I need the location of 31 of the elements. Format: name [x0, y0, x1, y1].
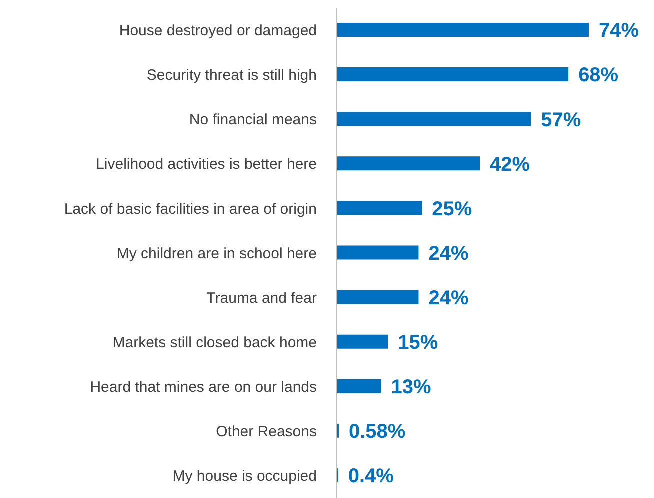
- data-label: 25%: [432, 198, 472, 220]
- y-tick-label: Markets still closed back home: [112, 334, 317, 352]
- y-tick-label: Livelihood activities is better here: [96, 156, 317, 174]
- bar: [337, 334, 388, 349]
- bar: [337, 112, 532, 126]
- data-label: 0.4%: [348, 466, 394, 488]
- data-label: 15%: [398, 332, 438, 354]
- y-tick-label: Security threat is still high: [146, 67, 317, 84]
- y-tick-label: Lack of basic facilities in area of origin: [64, 200, 317, 218]
- y-tick-label: My house is occupied: [172, 468, 317, 486]
- y-tick-label: No financial means: [189, 112, 317, 129]
- data-label: 57%: [541, 109, 582, 132]
- data-label: 13%: [391, 376, 432, 399]
- data-label: 68%: [578, 64, 619, 87]
- y-tick-label: Other Reasons: [216, 424, 317, 441]
- bar: [337, 246, 419, 260]
- y-tick-label: My children are in school here: [116, 245, 317, 262]
- y-tick-label: House destroyed or damaged: [119, 22, 317, 40]
- bar: [337, 156, 480, 171]
- bar: [337, 23, 589, 37]
- bar: [337, 290, 419, 304]
- data-label: 24%: [428, 242, 469, 265]
- data-label: 74%: [599, 20, 640, 42]
- bar: [337, 201, 422, 216]
- bar: [337, 68, 569, 82]
- data-label: 24%: [428, 287, 469, 310]
- y-tick-label: Heard that mines are on our lands: [90, 378, 317, 396]
- y-tick-label: Trauma and fear: [206, 290, 317, 307]
- bar: [337, 379, 382, 394]
- data-label: 42%: [490, 154, 530, 176]
- data-label: 0.58%: [348, 421, 406, 444]
